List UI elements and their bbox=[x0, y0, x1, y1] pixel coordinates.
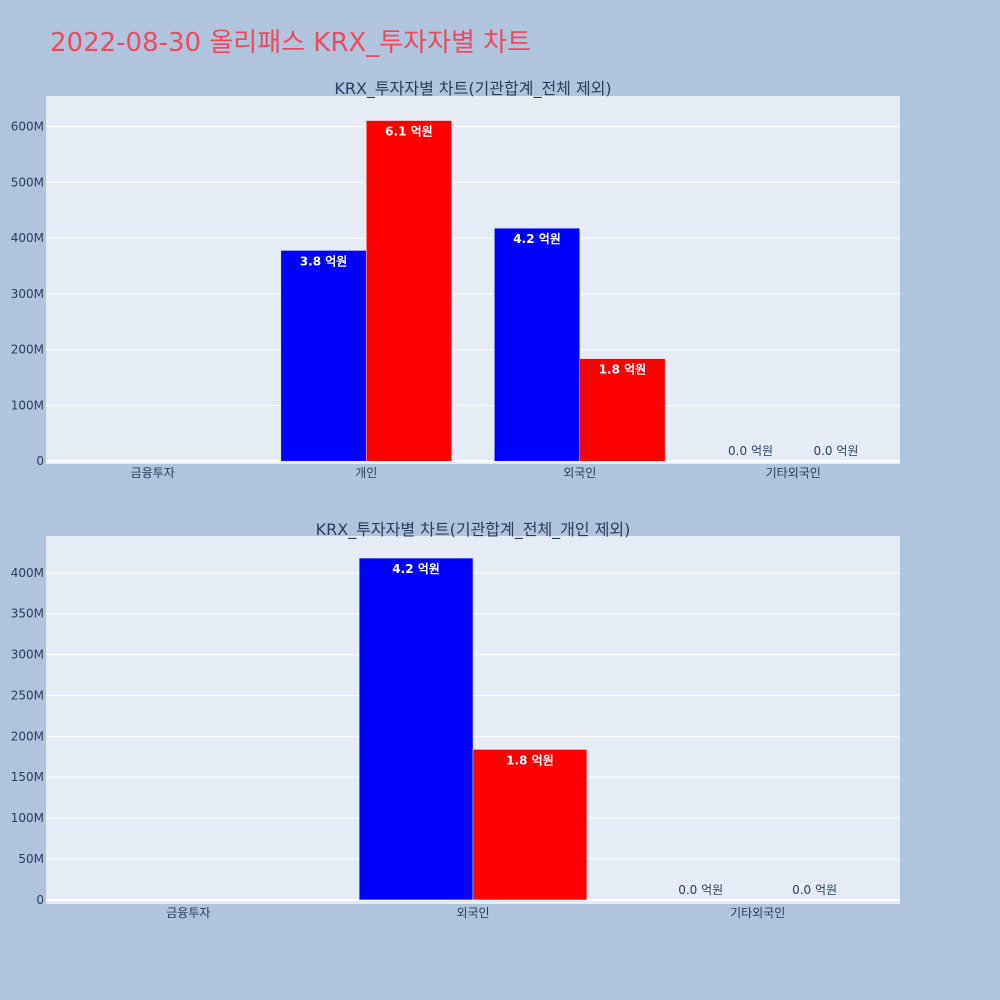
y-tick-label: 300M bbox=[11, 648, 44, 662]
chart-title: KRX_투자자별 차트(기관합계_전체_개인 제외) bbox=[316, 520, 631, 540]
bar bbox=[579, 358, 666, 462]
y-tick-label: 600M bbox=[11, 120, 44, 134]
y-tick-label: 400M bbox=[11, 566, 44, 580]
y-tick-label: 500M bbox=[11, 175, 44, 189]
y-tick-label: 250M bbox=[11, 688, 44, 702]
x-tick-label: 개인 bbox=[355, 466, 377, 480]
bar bbox=[366, 120, 452, 462]
x-tick-label: 외국인 bbox=[456, 906, 489, 920]
y-tick-label: 100M bbox=[11, 811, 44, 825]
y-tick-label: 400M bbox=[11, 231, 44, 245]
x-tick-label: 금융투자 bbox=[131, 466, 175, 480]
data-label: 1.8 억원 bbox=[599, 363, 647, 377]
x-tick-label: 금융투자 bbox=[166, 906, 210, 920]
bar bbox=[280, 250, 367, 462]
data-label: 1.8 억원 bbox=[506, 753, 554, 767]
bar bbox=[494, 227, 581, 462]
y-tick-label: 0 bbox=[36, 893, 44, 907]
data-label: 4.2 억원 bbox=[513, 232, 561, 246]
data-label: 0.0 억원 bbox=[728, 444, 773, 458]
x-tick-label: 기타외국인 bbox=[766, 466, 821, 480]
data-label: 3.8 억원 bbox=[300, 254, 348, 268]
x-tick-label: 기타외국인 bbox=[730, 906, 785, 920]
bar bbox=[358, 557, 474, 901]
x-tick-label: 외국인 bbox=[563, 466, 596, 480]
data-label: 0.0 억원 bbox=[813, 444, 858, 458]
data-label: 4.2 억원 bbox=[392, 562, 440, 576]
y-tick-label: 350M bbox=[11, 607, 44, 621]
plot-area bbox=[46, 96, 900, 464]
y-tick-label: 0 bbox=[36, 454, 44, 468]
y-tick-label: 50M bbox=[18, 852, 44, 866]
y-tick-label: 150M bbox=[11, 770, 44, 784]
y-tick-label: 300M bbox=[11, 287, 44, 301]
page-title: 2022-08-30 올리패스 KRX_투자자별 차트 bbox=[50, 28, 532, 58]
data-label: 6.1 억원 bbox=[385, 125, 433, 139]
data-label: 0.0 억원 bbox=[792, 883, 837, 897]
y-tick-label: 200M bbox=[11, 729, 44, 743]
y-tick-label: 200M bbox=[11, 343, 44, 357]
bar bbox=[472, 749, 588, 901]
data-label: 0.0 억원 bbox=[678, 883, 723, 897]
y-tick-label: 100M bbox=[11, 398, 44, 412]
chart-title: KRX_투자자별 차트(기관합계_전체 제외) bbox=[334, 79, 611, 99]
